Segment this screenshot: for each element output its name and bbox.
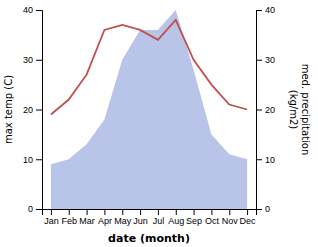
tick-mark [36,10,42,11]
tick-label: 30 [265,55,275,65]
tick-label: May [114,216,132,226]
tick-mark [36,60,42,61]
tick-label: 10 [23,155,33,165]
tick-mark [87,209,88,215]
tick: Nov [222,209,239,226]
tick: Jun [133,209,148,226]
axis: JanFebMarAprMayJun JulAugSepOctNovDec [43,209,257,226]
tick: 10 [256,155,275,165]
tick: Dec [240,209,257,226]
tick: Apr [98,209,112,226]
tick-mark [256,159,262,160]
axis: 0 10 20 30 40 [23,5,43,214]
tick-label: Feb [61,216,77,226]
tick-mark [36,110,42,111]
tick-label: Aug [168,216,184,226]
y2-axis-title-line: (kg/m2) [288,90,299,130]
tick-label: Jun [133,216,148,226]
tick: Aug [168,209,184,226]
axis-line [257,11,263,210]
tick-mark [69,209,70,215]
chart: JanFebMarAprMayJun JulAugSepOctNovDec 0 10 2… [0,0,318,247]
tick-label: Dec [240,216,257,226]
tick-label: Sep [186,216,202,226]
tick: 40 [256,5,275,15]
tick-label: Apr [98,216,112,226]
tick-mark [229,209,230,215]
x-axis-title: date (month) [108,232,190,245]
tick-label: 20 [265,105,275,115]
tick-mark [51,209,52,215]
tick: Jan [44,209,59,226]
tick: 0 [256,204,270,214]
tick-label: Mar [79,216,95,226]
axis: 0 10 20 30 40 [256,5,275,214]
tick-mark [36,159,42,160]
tick-mark [36,209,42,210]
tick: Oct [205,209,220,226]
tick: 30 [256,55,275,65]
tick-mark [211,209,212,215]
tick-mark [256,60,262,61]
tick-mark [122,209,123,215]
tick: 20 [23,105,42,115]
tick-label: 40 [23,5,33,15]
tick-label: Jan [44,216,59,226]
tick-label: 10 [265,155,275,165]
tick: 10 [23,155,42,165]
tick-mark [256,209,262,210]
tick-label: 20 [23,105,33,115]
line [51,20,247,115]
tick: May [114,209,132,226]
tick-label: Nov [222,216,239,226]
area [51,10,247,209]
tick: 0 [28,204,42,214]
tick-mark [158,209,159,215]
tick-mark [104,209,105,215]
tick-mark [256,110,262,111]
tick: Feb [61,209,77,226]
tick-label: 0 [265,204,270,214]
axis-line [36,11,43,210]
tick-label: 0 [28,204,33,214]
y2-axis-title-line: med. precipitation [300,64,311,156]
tick-label: 30 [23,55,33,65]
tick: Jul [153,209,165,226]
tick: Mar [79,209,95,226]
tick-mark [256,10,262,11]
y2-axis-title: med. precipitation(kg/m2) [288,64,311,156]
tick: 30 [23,55,42,65]
tick: 20 [256,105,275,115]
y-axis-title: max temp (C) [3,75,14,144]
tick-mark [140,209,141,215]
tick-label: 40 [265,5,275,15]
axis-line [43,210,257,216]
tick-mark [194,209,195,215]
plot-area [51,10,247,209]
tick: 40 [23,5,42,15]
tick: Sep [186,209,202,226]
tick-label: Oct [205,216,220,226]
tick-label: Jul [153,216,165,226]
tick-mark [247,209,248,215]
tick-mark [176,209,177,215]
